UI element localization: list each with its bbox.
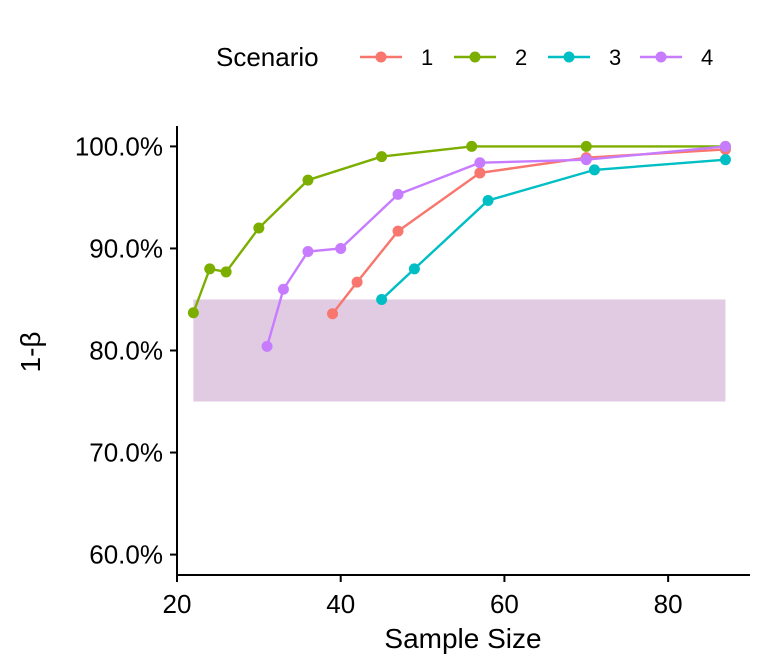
data-point — [580, 154, 592, 166]
x-tick-label: 60 — [490, 589, 519, 619]
data-point — [302, 246, 314, 258]
data-point — [719, 154, 731, 166]
axes: 60.0% 70.0% 80.0% 90.0% 100.0% 20 40 60 80 — [75, 126, 750, 619]
data-point — [408, 263, 420, 275]
legend-key-point — [655, 51, 667, 63]
data-point — [474, 157, 486, 169]
legend-label: 1 — [421, 45, 433, 70]
legend-key-point — [375, 51, 387, 63]
data-point — [277, 283, 289, 295]
data-point — [392, 188, 404, 200]
legend-label: 2 — [515, 45, 527, 70]
legend-item-3: 3 — [548, 45, 621, 70]
legend-item-1: 1 — [360, 45, 433, 70]
data-point — [474, 167, 486, 179]
data-point — [220, 266, 232, 278]
y-axis-title: 1-β — [15, 331, 46, 372]
target-band — [193, 299, 726, 402]
x-axis-title: Sample Size — [384, 623, 541, 654]
data-point — [466, 140, 478, 152]
legend-item-2: 2 — [454, 45, 527, 70]
y-tick-label: 70.0% — [89, 438, 163, 468]
series-3 — [376, 154, 731, 305]
series-line-4 — [265, 145, 726, 347]
legend-key-point — [469, 51, 481, 63]
data-point — [376, 293, 388, 305]
x-tick-label: 20 — [163, 589, 192, 619]
legend-key-point — [563, 51, 575, 63]
data-point — [719, 140, 731, 152]
y-tick-label: 90.0% — [89, 233, 163, 263]
data-point — [187, 307, 199, 319]
data-point — [335, 242, 347, 254]
data-point — [588, 164, 600, 176]
data-point — [351, 276, 363, 288]
y-tick-label: 100.0% — [75, 131, 163, 161]
x-tick-label: 40 — [326, 589, 355, 619]
x-tick-label: 80 — [654, 589, 683, 619]
legend-item-4: 4 — [640, 45, 713, 70]
data-point — [253, 222, 265, 234]
data-point — [482, 194, 494, 206]
data-point — [376, 151, 388, 163]
legend-label: 4 — [701, 45, 713, 70]
y-tick-label: 60.0% — [89, 540, 163, 570]
series-4 — [261, 140, 731, 352]
series-2 — [187, 140, 731, 319]
data-point — [261, 340, 273, 352]
legend-label: 3 — [609, 45, 621, 70]
legend: Scenario 1 2 3 4 — [216, 42, 713, 72]
y-tick-label: 80.0% — [89, 336, 163, 366]
data-point — [204, 263, 216, 275]
plot-area — [187, 140, 731, 402]
data-point — [302, 174, 314, 186]
data-point — [392, 225, 404, 237]
legend-title: Scenario — [216, 42, 319, 72]
data-point — [327, 308, 339, 320]
data-point — [580, 140, 592, 152]
